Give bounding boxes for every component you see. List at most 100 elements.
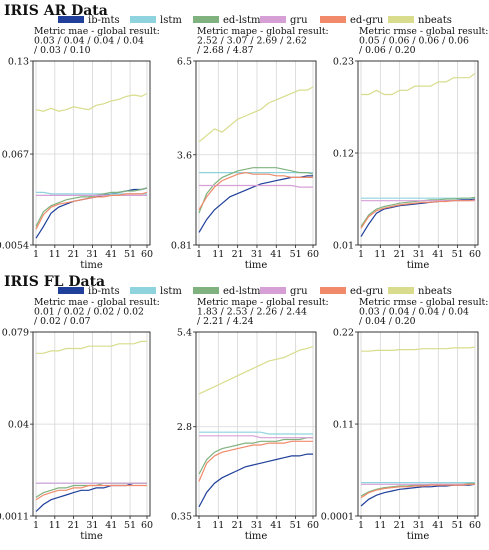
metric-annotation-line: / 0.02 / 0.07 — [34, 316, 91, 327]
x-tick-label: 21 — [394, 520, 406, 531]
series-line-ed-lstm — [35, 187, 148, 227]
metric-annotation-line: 0.03 / 0.04 / 0.04 / 0.04 — [34, 36, 144, 47]
metric-annotation-line: Metric mae - global result: — [34, 26, 160, 37]
x-tick-label: 21 — [232, 520, 244, 531]
x-tick-label: 60 — [141, 520, 153, 531]
x-tick-label: 31 — [86, 249, 98, 260]
y-tick-label: 2.8 — [177, 422, 192, 433]
series-line-lstm — [199, 431, 313, 435]
series-line-gru — [199, 184, 313, 188]
y-tick-label: 0.0001 — [321, 512, 354, 523]
y-tick-label: 0.079 — [2, 328, 29, 339]
series-line-nbeats — [198, 86, 314, 143]
series-line-ed-gru — [198, 440, 313, 482]
x-axis-label: time — [407, 531, 430, 542]
x-tick-label: 11 — [374, 249, 386, 260]
panel-1-2: Metric rmse - global result:0.03 / 0.04 … — [321, 297, 489, 542]
legend-swatch-ed-lstm — [193, 287, 219, 294]
y-tick-label: 0.12 — [333, 149, 354, 160]
y-tick-label: 0.0011 — [0, 512, 29, 523]
series-line-ib-mts — [35, 482, 147, 512]
legend-label-ed-gru: ed-gru — [350, 286, 384, 297]
x-tick-label: 41 — [270, 249, 282, 260]
x-tick-label: 1 — [33, 249, 39, 260]
series-line-nbeats — [36, 340, 147, 354]
section-title: IRIS FL Data — [4, 274, 105, 290]
x-tick-label: 21 — [68, 520, 80, 531]
legend-swatch-gru — [260, 16, 286, 23]
metric-annotation-line: / 2.68 / 4.87 — [197, 45, 254, 56]
series-line-nbeats — [198, 346, 314, 395]
x-tick-label: 11 — [49, 520, 61, 531]
x-axis-label: time — [80, 531, 103, 542]
metric-annotation-line: / 0.06 / 0.20 — [359, 45, 416, 56]
y-tick-label: 0.13 — [8, 57, 29, 68]
x-tick-label: 60 — [307, 249, 319, 260]
panel-1-0: Metric mae - global result:0.01 / 0.02 /… — [0, 297, 160, 542]
x-tick-label: 21 — [68, 249, 80, 260]
metric-annotation-line: 1.83 / 2.53 / 2.26 / 2.44 — [197, 307, 307, 318]
series-line-nbeats — [35, 92, 148, 112]
metric-annotation-line: 0.05 / 0.06 / 0.06 / 0.06 — [359, 36, 469, 47]
legend-swatch-lstm — [130, 16, 156, 23]
legend-label-ed-lstm: ed-lstm — [223, 15, 261, 26]
panel-0-2: Metric rmse - global result:0.05 / 0.06 … — [333, 26, 489, 271]
legend-label-lstm: lstm — [160, 286, 182, 297]
y-tick-label: 0.81 — [171, 241, 192, 252]
x-tick-label: 51 — [124, 520, 136, 531]
metric-annotation-line: 0.03 / 0.04 / 0.04 / 0.04 — [359, 307, 469, 318]
y-tick-label: 0.067 — [2, 150, 29, 161]
legend-swatch-nbeats — [388, 287, 414, 294]
legend-label-ed-gru: ed-gru — [350, 15, 384, 26]
series-line-ed-gru — [360, 483, 475, 499]
x-tick-label: 11 — [212, 249, 224, 260]
x-tick-label: 11 — [374, 520, 386, 531]
legend-label-ed-lstm: ed-lstm — [223, 286, 261, 297]
y-tick-label: 0.22 — [333, 328, 354, 339]
x-tick-label: 60 — [469, 520, 481, 531]
x-tick-label: 41 — [270, 520, 282, 531]
x-tick-label: 1 — [33, 520, 39, 531]
legend-swatch-ed-gru — [320, 16, 346, 23]
x-tick-label: 31 — [413, 520, 425, 531]
metric-annotation-line: Metric mae - global result: — [34, 297, 160, 308]
legend-label-nbeats: nbeats — [418, 15, 452, 26]
section-title: IRIS AR Data — [4, 3, 108, 19]
y-tick-label: 0.01 — [333, 241, 354, 252]
y-tick-label: 0.35 — [171, 512, 192, 523]
x-tick-label: 11 — [49, 249, 61, 260]
x-tick-label: 60 — [469, 249, 481, 260]
x-tick-label: 41 — [432, 249, 444, 260]
x-axis-label: time — [80, 260, 103, 271]
y-tick-label: 0.04 — [8, 420, 29, 431]
series-line-gru — [199, 435, 313, 439]
x-axis-label: time — [245, 531, 268, 542]
y-tick-label: 5.4 — [177, 328, 192, 339]
x-tick-label: 1 — [196, 520, 202, 531]
metric-annotation-line: Metric mape - global result: — [197, 26, 329, 37]
legend-label-gru: gru — [290, 15, 308, 26]
series-line-nbeats — [361, 346, 476, 352]
legend-swatch-ed-gru — [320, 287, 346, 294]
metric-annotation-line: Metric rmse - global result: — [359, 26, 488, 37]
plot-frame — [195, 331, 317, 517]
legend-swatch-nbeats — [388, 16, 414, 23]
metric-annotation-line: 2.52 / 3.07 / 2.69 / 2.62 — [197, 36, 307, 47]
metric-annotation-line: / 0.04 / 0.20 — [359, 316, 416, 327]
series-line-ed-lstm — [198, 437, 313, 475]
x-tick-label: 41 — [432, 520, 444, 531]
x-tick-label: 41 — [105, 249, 117, 260]
y-tick-label: 3.6 — [177, 150, 192, 161]
x-tick-label: 60 — [307, 520, 319, 531]
legend-label-gru: gru — [290, 286, 308, 297]
panel-0-0: Metric mae - global result:0.03 / 0.04 /… — [0, 26, 160, 271]
x-tick-label: 31 — [251, 249, 263, 260]
x-tick-label: 31 — [413, 249, 425, 260]
series-line-ed-gru — [360, 199, 476, 229]
metric-annotation-line: Metric rmse - global result: — [359, 297, 488, 308]
y-tick-label: 0.0054 — [0, 241, 29, 252]
x-tick-label: 51 — [452, 520, 464, 531]
x-tick-label: 51 — [452, 249, 464, 260]
